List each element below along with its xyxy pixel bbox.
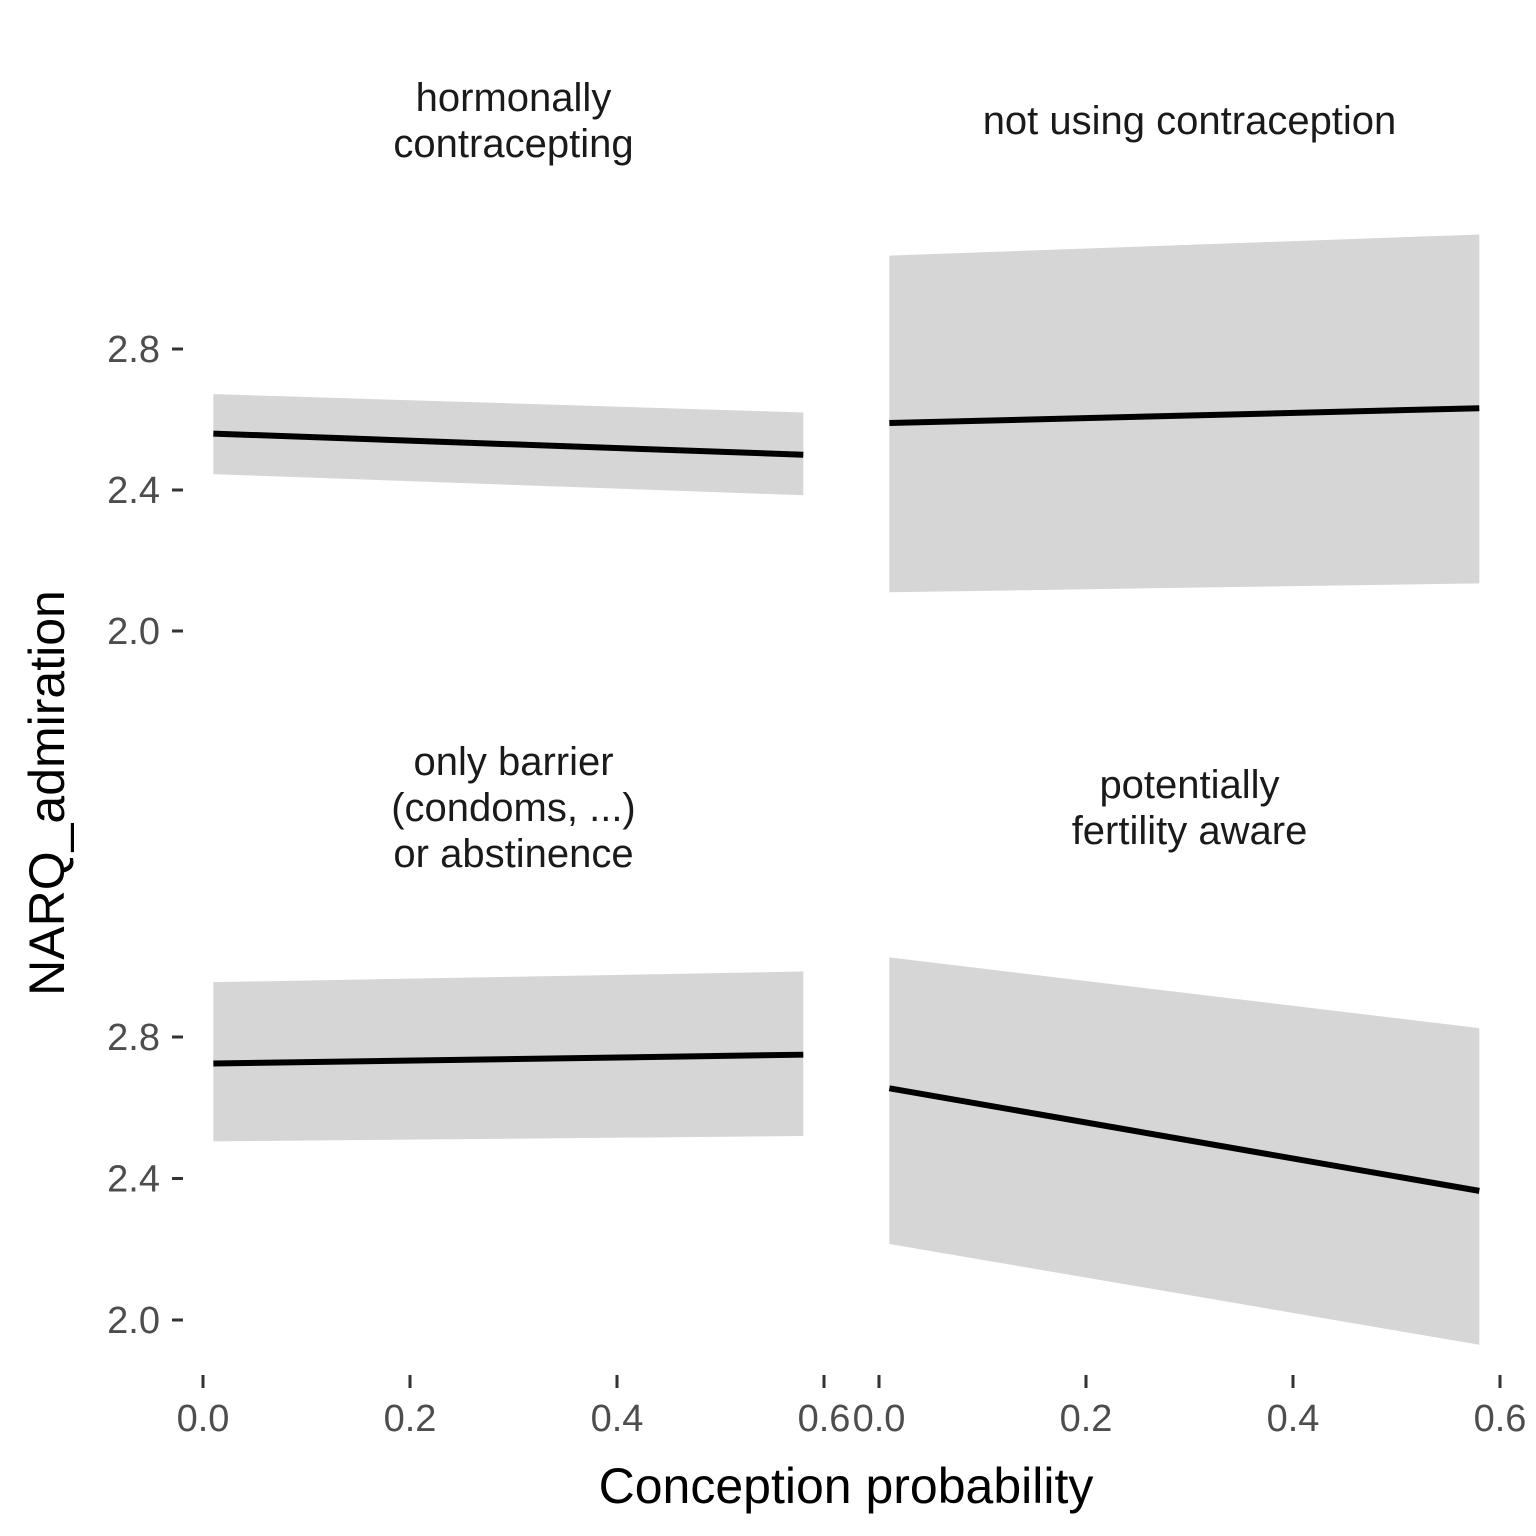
x-tick-label: 0.0: [177, 1398, 230, 1440]
panel-2: not using contraception: [889, 99, 1480, 593]
fitted-line: [213, 430, 804, 458]
y-tick-label: 2.4: [107, 470, 160, 512]
fitted-line: [888, 1085, 1480, 1194]
y-tick-label: 2.0: [107, 1300, 160, 1342]
x-tick-label: 0.2: [1060, 1398, 1113, 1440]
x-tick-label: 0.6: [1474, 1398, 1527, 1440]
panel-title-line: or abstinence: [393, 832, 633, 876]
confidence-ribbon: [889, 957, 1480, 1345]
y-axis-title: NARQ_admiration: [19, 590, 75, 996]
y-tick-label: 2.8: [107, 329, 160, 371]
panel-title-line: contracepting: [393, 122, 633, 166]
x-tick-label: 0.0: [853, 1398, 906, 1440]
x-tick-label: 0.4: [591, 1398, 644, 1440]
panel-title-line: not using contraception: [983, 99, 1397, 143]
y-tick-label: 2.0: [107, 611, 160, 653]
panel-title-line: potentially: [1099, 763, 1279, 807]
panel-title-line: hormonally: [416, 76, 612, 120]
panel-title-line: only barrier: [413, 740, 613, 784]
panel-3: only barrier(condoms, ...)or abstinence: [213, 740, 804, 1142]
panel-title-line: (condoms, ...): [391, 786, 636, 830]
x-tick-label: 0.2: [384, 1398, 437, 1440]
x-tick-label: 0.6: [798, 1398, 851, 1440]
x-axis-title: Conception probability: [599, 1458, 1094, 1514]
fitted-line: [889, 405, 1480, 427]
y-tick-label: 2.8: [107, 1017, 160, 1059]
y-tick-label: 2.4: [107, 1159, 160, 1201]
x-tick-label: 0.4: [1267, 1398, 1320, 1440]
panel-title-line: fertility aware: [1072, 809, 1308, 853]
fitted-line: [213, 1051, 804, 1067]
